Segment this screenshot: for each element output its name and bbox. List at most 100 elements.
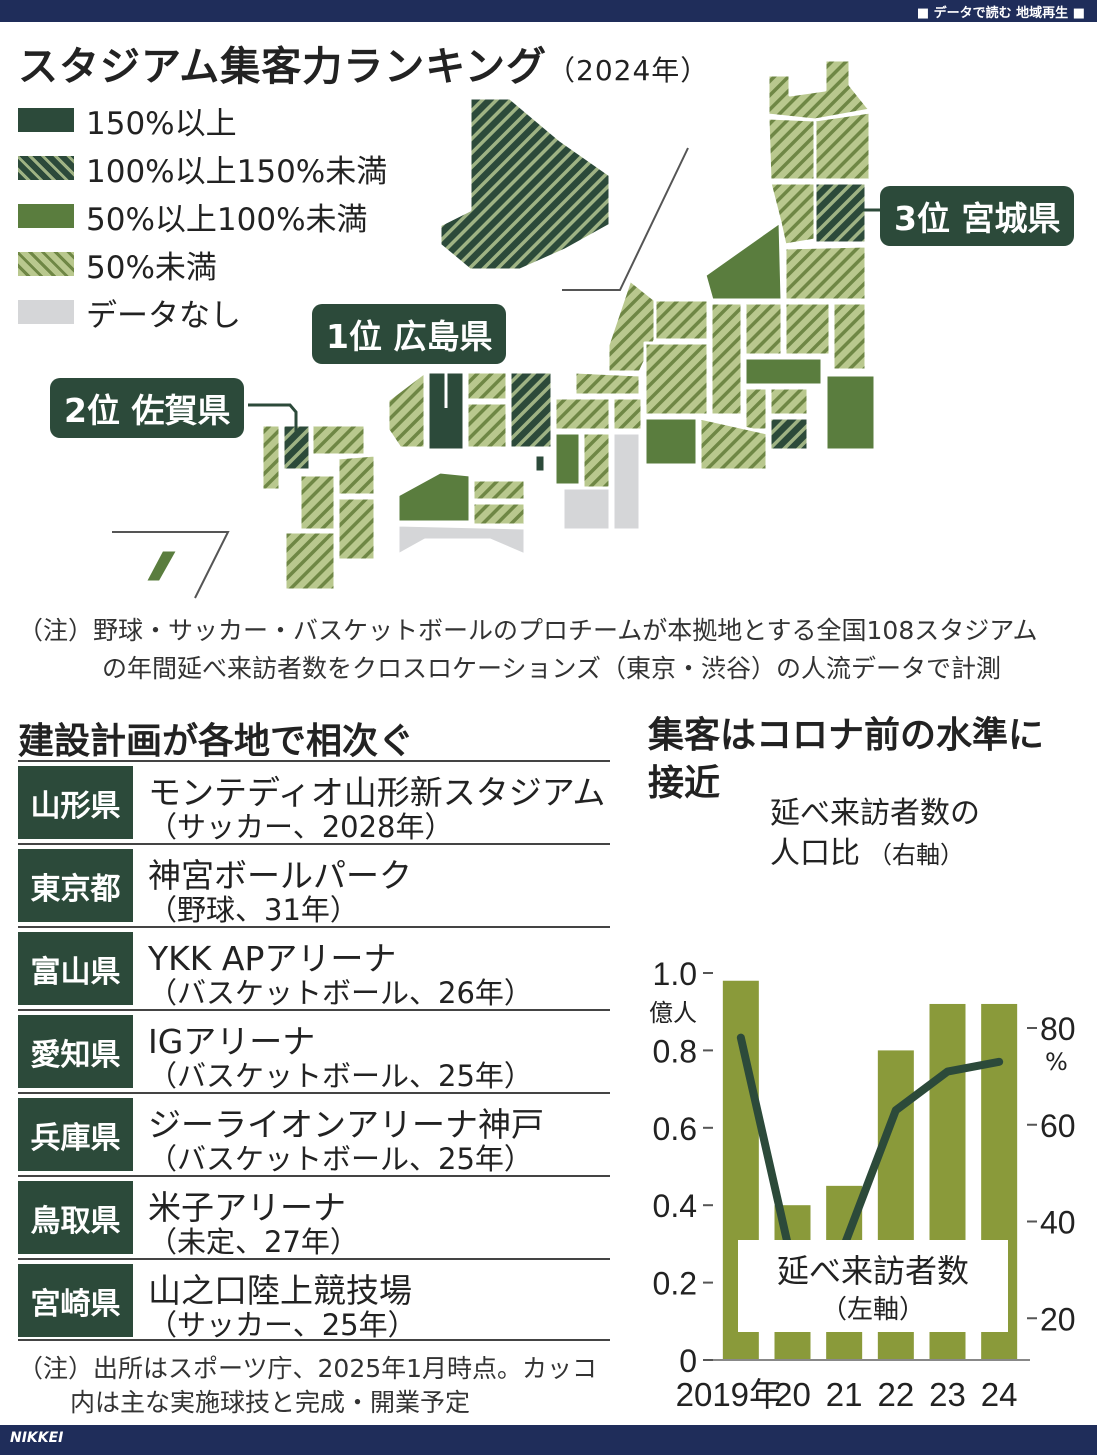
pref-aichi [643,416,699,467]
pref-hyogo [508,370,554,450]
left-tick-label: 0 [679,1343,697,1379]
right-tick-label: 80 [1040,1011,1076,1047]
line-series-label: 延べ来訪者数の [770,796,980,831]
right-tick-label: 60 [1040,1108,1076,1144]
plans-note: （注）出所はスポーツ庁、2025年1月時点。カッコ 内は主な実施球技と完成・開業… [18,1352,597,1420]
pref-iwate [813,110,872,182]
legend-label: 100%以上150%未満 [86,153,388,190]
table-row: 富山県 YKK APアリーナ （バスケットボール、26年） [18,926,610,1010]
plan-pref: 鳥取県 [18,1181,133,1254]
nikkei-logo: NIKKEI [10,1430,64,1446]
plan-pref: 東京都 [18,849,133,922]
pref-awaji [533,453,547,474]
bar-series-label: 延べ来訪者数 [777,1252,969,1290]
plan-detail: （サッカー、2028年） [148,810,454,844]
plan-detail: （バスケットボール、25年） [148,1142,533,1176]
pref-niigata [703,220,784,302]
bar-series-axis-note: （左軸） [821,1295,925,1325]
rank2-label: 2位 佐賀県 [50,378,245,438]
legend-item: 50%未満 [18,240,387,288]
legend-swatch-hatch-light [18,252,74,276]
plan-name: 米子アリーナ [148,1188,346,1227]
table-row: 愛知県 IGアリーナ （バスケットボール、25年） [18,1009,610,1093]
legend-label: 50%以上100%未満 [86,201,368,238]
plan-name: YKK APアリーナ [148,939,397,978]
pref-gifu [643,341,710,417]
line-series-label-line2: 人口比 [770,836,860,871]
pref-osaka [553,431,582,487]
plan-detail: （野球、31年） [148,893,359,927]
plan-detail: （バスケットボール、26年） [148,976,533,1010]
bar-series-label-box [738,1240,1008,1332]
rank3-label: 3位 宮城県 [880,186,1075,246]
pref-yamanashi [743,386,769,432]
plan-name: IGアリーナ [148,1022,316,1061]
pref-saga [281,423,312,472]
x-tick-label: 2019年 [676,1376,782,1413]
pref-miyazaki [336,496,377,562]
pref-shiga [611,396,644,432]
pref-gunma [743,301,784,357]
x-tick-label: 23 [929,1376,966,1413]
pref-hokkaido [438,96,612,272]
legend-item: 100%以上150%未満 [18,144,387,192]
plan-pref: 愛知県 [18,1015,133,1088]
chart-title-line1: 集客はコロナ前の水準に [648,715,1045,756]
leader-saga [248,403,298,435]
table-row: 宮崎県 山之口陸上競技場 （サッカー、25年） [18,1258,610,1342]
plan-pref: 富山県 [18,932,133,1005]
x-tick-label: 20 [774,1376,811,1413]
left-tick-label: 1.0 [653,956,697,992]
pref-ibaraki [831,301,868,372]
okinawa-inset-line [112,531,230,599]
plan-pref: 兵庫県 [18,1098,133,1171]
pref-hiroshima [426,370,466,452]
left-tick-label: 0.2 [653,1266,697,1302]
pref-shimane [386,370,427,450]
pref-fukui [573,370,642,397]
pref-wakayama [561,486,612,532]
left-axis-unit: 億人 [649,999,697,1027]
pref-okinawa [143,548,180,584]
pref-chiba [824,373,877,452]
table-row: 山形県 モンテディオ山形新スタジアム （サッカー、2028年） [18,760,610,844]
pref-kagawa [471,478,527,502]
left-tick-label: 0.6 [653,1111,697,1147]
rank1-label: 1位 広島県 [312,304,507,364]
page-title: スタジアム集客力ランキング（2024年） [18,34,709,92]
map-note-line2: の年間延べ来訪者数をクロスロケーションズ（東京・渋谷）の人流データで計測 [102,654,1002,683]
pref-tottori [465,370,509,402]
legend-swatch-hatch-dark [18,156,74,180]
pref-mie [611,431,642,532]
pref-kanagawa [768,416,810,452]
table-row: 鳥取県 米子アリーナ （未定、27年） [18,1175,610,1259]
table-row: 東京都 神宮ボールパーク （野球、31年） [18,843,610,927]
pref-ishikawa [606,278,657,374]
pref-nagasaki [260,423,282,492]
pref-aomori [766,60,872,122]
pref-fukuoka [310,423,367,457]
pref-tochigi [783,301,832,357]
plan-detail: （バスケットボール、25年） [148,1059,533,1093]
pref-miyagi [813,181,868,245]
pref-tokyo [768,386,810,417]
legend-label: 150%以上 [86,105,237,142]
plan-detail: （サッカー、25年） [148,1308,417,1342]
pref-kumamoto [298,473,337,532]
bottom-bar: NIKKEI [0,1425,1097,1455]
series-line [736,1033,1004,1270]
x-tick-label: 22 [877,1376,914,1413]
legend-swatch-solid-mid [18,204,74,228]
chart-title: 集客はコロナ前の水準に 接近 [648,712,1044,808]
legend-label: データなし [86,297,241,334]
plan-pref: 山形県 [18,766,133,839]
chart-title-line2: 接近 [648,763,721,804]
map-legend: 150%以上 100%以上150%未満 50%以上100%未満 50%未満 デー… [18,96,387,336]
map-note: （注）野球・サッカー・バスケットボールのプロチームが本拠地とする全国108スタジ… [18,612,1088,688]
pref-tokushima [471,501,527,527]
pref-toyama [653,298,710,342]
plan-name: 山之口陸上競技場 [148,1271,412,1310]
top-bar: ■ データで読む 地域再生 ■ [0,0,1097,22]
pref-nagano [709,301,744,417]
